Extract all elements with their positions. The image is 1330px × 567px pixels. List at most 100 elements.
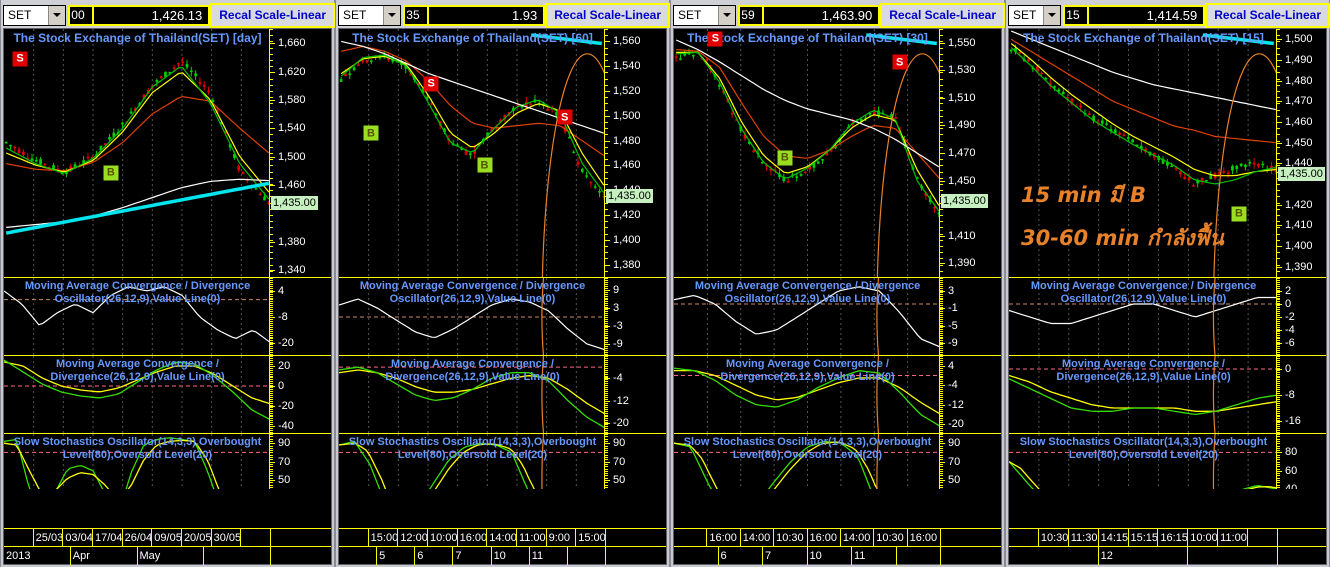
axis-minor-tick [270, 447, 273, 449]
value-axis[interactable]: 9 3 -3 -9 [604, 278, 666, 355]
last-value-field[interactable]: 1,463.90 [762, 4, 881, 26]
toolbar-day: SET 00 1,426.13 Recal Scale-Linear [1, 0, 335, 28]
axis-minor-tick [605, 361, 608, 363]
price-axis-tick [270, 184, 275, 186]
axis-minor-tick [940, 134, 943, 136]
axis-minor-tick [940, 340, 943, 342]
axis-minor-tick [605, 367, 608, 369]
symbol-combo-day[interactable]: SET [3, 4, 67, 26]
value-axis[interactable]: 4 -4 -12 -20 [939, 356, 1001, 433]
macd_oscillator-axis-tick [940, 343, 945, 344]
axis-minor-tick [270, 146, 273, 148]
axis-minor-tick [940, 153, 943, 154]
axis-minor-tick [605, 377, 608, 379]
axis-minor-tick [605, 233, 608, 235]
axis-minor-tick [1277, 66, 1280, 68]
date-cell: 17/04 [93, 529, 123, 546]
macd-axis-tick [1277, 369, 1282, 370]
combo-dropdown-button[interactable] [1043, 5, 1061, 25]
value-axis[interactable]: 1,550 1,530 1,510 1,490 1,470 1,450 1,410 1,390… [939, 29, 1001, 277]
axis-minor-tick [270, 352, 273, 354]
symbol-combo-30[interactable]: SET [673, 4, 737, 26]
value-axis[interactable]: 1,5601,5401,5201,5001,4801,4601,4401,420… [604, 29, 666, 277]
combo-dropdown-button[interactable] [383, 5, 401, 25]
axis-minor-tick [940, 379, 943, 381]
value-axis[interactable]: 9070503010 [939, 434, 1001, 489]
period-cell: 6 [415, 547, 454, 565]
recal-scale-linear-button[interactable]: Recal Scale-Linear [880, 2, 1005, 28]
axis-minor-tick [605, 91, 608, 92]
date-cell [1009, 529, 1039, 546]
axis-minor-tick [605, 438, 608, 440]
axis-minor-tick [605, 461, 608, 463]
axis-minor-tick [270, 252, 273, 254]
date-cell: 10:00 [428, 529, 458, 546]
axis-minor-tick [1277, 324, 1280, 326]
value-axis[interactable]: 1,660 1,620 1,580 1,540 1,500 1,460 1,380 1,340… [269, 29, 331, 277]
axis-minor-tick [270, 375, 273, 377]
scale-offset-field[interactable]: 15 [1063, 4, 1088, 26]
recal-scale-linear-button[interactable]: Recal Scale-Linear [545, 2, 670, 28]
scale-offset-field[interactable]: 59 [738, 4, 763, 26]
price-axis-tick [1277, 204, 1282, 206]
axis-label: 1,480 [613, 134, 641, 147]
axis-minor-tick [605, 35, 608, 37]
value-axis[interactable]: 2 0 -2 -4 -6 [1276, 278, 1326, 355]
axis-minor-tick [940, 313, 943, 315]
axis-minor-tick [940, 246, 943, 247]
axis-minor-tick [605, 350, 608, 352]
value-axis[interactable]: 4 -8 -20 [269, 278, 331, 355]
period-cell: 2013 [4, 547, 71, 565]
axis-minor-tick [605, 363, 608, 365]
last-value-field[interactable]: 1,414.59 [1087, 4, 1206, 26]
axis-minor-tick [605, 375, 608, 377]
axis-minor-tick [940, 318, 943, 320]
macd_oscillator-canvas [1009, 278, 1278, 355]
scale-offset-field[interactable]: 00 [68, 4, 93, 26]
axis-minor-tick [1277, 320, 1280, 322]
axis-label: -20 [948, 418, 964, 431]
scale-offset-field[interactable]: 35 [403, 4, 428, 26]
recal-scale-linear-button[interactable]: Recal Scale-Linear [1205, 2, 1330, 28]
chart-body-15: The Stock Exchange of Thailand(SET) [15]… [1008, 28, 1327, 565]
axis-minor-tick [1277, 354, 1280, 355]
combo-dropdown-button[interactable] [718, 5, 736, 25]
axis-minor-tick [270, 128, 273, 130]
value-axis[interactable]: 9070503010 [269, 434, 331, 489]
axis-minor-tick [605, 359, 608, 361]
axis-minor-tick [605, 303, 608, 305]
value-axis[interactable]: 9070503010 [604, 434, 666, 489]
symbol-combo-60[interactable]: SET [338, 4, 402, 26]
signal-marker-b: B [777, 150, 793, 166]
macd_oscillator-axis-tick [1277, 291, 1282, 292]
price-panel-30: The Stock Exchange of Thailand(SET) [30]… [674, 29, 1001, 277]
combo-dropdown-button[interactable] [48, 5, 66, 25]
axis-minor-tick [940, 208, 943, 210]
axis-minor-tick [270, 177, 273, 179]
last-value-field[interactable]: 1.93 [427, 4, 546, 26]
value-axis[interactable]: -4 -12 -20 [604, 356, 666, 433]
axis-minor-tick [605, 454, 608, 456]
axis-minor-tick [1277, 299, 1280, 301]
axis-minor-tick [270, 41, 273, 43]
axis-minor-tick [605, 221, 608, 223]
value-axis[interactable]: 0 -8 -16 [1276, 356, 1326, 433]
axis-minor-tick [1277, 318, 1280, 320]
value-axis[interactable]: 1,500 1,490 1,480 1,470 1,460 1,450 1,440 1,420… [1276, 29, 1326, 277]
axis-minor-tick [940, 470, 943, 472]
plot-area: Slow Stochastics Oscillator(14,3,3),Over… [674, 434, 941, 489]
chart-panel-15: SET 15 1,414.59 Recal Scale-Linear The Stock… [1005, 0, 1330, 567]
value-axis[interactable]: 80604020 [1276, 434, 1326, 489]
axis-minor-tick [1277, 484, 1280, 486]
symbol-combo-15[interactable]: SET [1008, 4, 1062, 26]
plot-area: Moving Average Convergence / Divergence(2… [674, 356, 941, 433]
value-axis[interactable]: 3 -1 -5 -9 [939, 278, 1001, 355]
axis-minor-tick [270, 165, 273, 167]
axis-minor-tick [605, 440, 608, 442]
value-axis[interactable]: 20 0 -20 -40 [269, 356, 331, 433]
last-value-field[interactable]: 1,426.13 [92, 4, 211, 26]
axis-minor-tick [1277, 379, 1280, 381]
recal-scale-linear-button[interactable]: Recal Scale-Linear [210, 2, 335, 28]
period-cell: 11 [530, 547, 568, 565]
axis-minor-tick [940, 475, 943, 477]
